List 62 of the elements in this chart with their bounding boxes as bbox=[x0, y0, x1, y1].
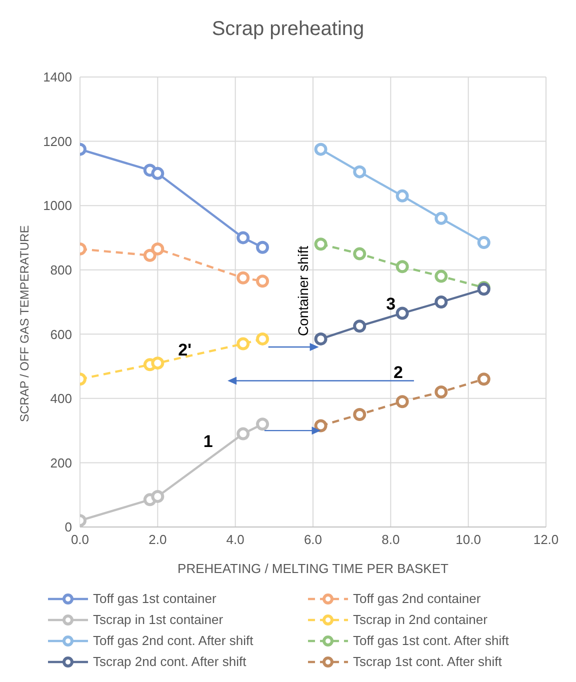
legend-label: Toff gas 1st container bbox=[93, 591, 216, 606]
y-tick-label: 1400 bbox=[43, 70, 72, 85]
point bbox=[477, 236, 490, 250]
y-axis-title: SCRAP / OFF GAS TEMPERATURE bbox=[17, 225, 32, 422]
annotation: 2 bbox=[394, 363, 404, 382]
y-tick-label: 800 bbox=[50, 262, 72, 278]
legend-label: Tscrap 2nd cont. After shift bbox=[93, 654, 246, 669]
chart-title: Scrap preheating bbox=[210, 17, 366, 42]
point bbox=[396, 189, 409, 202]
point bbox=[151, 356, 164, 370]
annotation: 2' bbox=[178, 340, 192, 360]
legend-label: Toff gas 2nd cont. After shift bbox=[93, 633, 254, 648]
y-tick-label: 200 bbox=[50, 455, 72, 470]
y-tick-label: 400 bbox=[50, 391, 72, 406]
y-tick-label: 1000 bbox=[43, 198, 72, 214]
annotation: 1 bbox=[203, 432, 213, 451]
legend-label: Tscrap in 1st container bbox=[93, 612, 224, 627]
x-tick-label: 6.0 bbox=[304, 532, 322, 548]
x-tick-label: 4.0 bbox=[226, 532, 244, 548]
point bbox=[434, 270, 448, 283]
point bbox=[314, 419, 328, 432]
point bbox=[236, 337, 250, 350]
point bbox=[151, 242, 164, 256]
point bbox=[236, 231, 250, 244]
point bbox=[353, 247, 366, 260]
legend-label: Tscrap in 2nd container bbox=[353, 612, 488, 627]
point bbox=[256, 240, 270, 254]
legend-label: Toff gas 2nd container bbox=[353, 591, 481, 606]
x-tick-label: 10.0 bbox=[456, 532, 481, 548]
x-tick-label: 8.0 bbox=[382, 532, 400, 548]
annotation: 3 bbox=[386, 294, 396, 314]
point bbox=[396, 260, 409, 274]
point bbox=[434, 386, 448, 398]
legend-label: Toff gas 1st cont. After shift bbox=[353, 633, 509, 648]
point bbox=[236, 427, 250, 440]
point bbox=[143, 248, 156, 262]
x-axis-title: PREHEATING / MELTING TIME PER BASKET bbox=[178, 561, 448, 576]
point bbox=[314, 238, 328, 251]
point bbox=[396, 395, 409, 408]
y-tick-label: 1200 bbox=[43, 134, 72, 149]
x-tick-label: 2.0 bbox=[148, 532, 167, 548]
legend-label: Tscrap 1st cont. After shift bbox=[353, 654, 502, 669]
point bbox=[434, 296, 448, 308]
point bbox=[353, 165, 366, 178]
point bbox=[151, 490, 164, 503]
point bbox=[314, 142, 328, 156]
annotation: Container shift bbox=[294, 246, 311, 336]
point bbox=[477, 372, 490, 386]
y-tick-label: 0 bbox=[64, 520, 72, 535]
point bbox=[151, 166, 164, 180]
point bbox=[434, 212, 448, 225]
x-tick-label: 0.0 bbox=[70, 532, 90, 548]
point bbox=[396, 306, 409, 320]
point bbox=[256, 418, 270, 431]
point bbox=[314, 332, 328, 346]
point bbox=[353, 320, 366, 333]
y-tick-label: 600 bbox=[50, 326, 72, 342]
point bbox=[256, 332, 270, 346]
point bbox=[236, 271, 250, 284]
point bbox=[256, 274, 270, 288]
x-tick-label: 12.0 bbox=[533, 532, 559, 548]
point bbox=[353, 408, 366, 421]
